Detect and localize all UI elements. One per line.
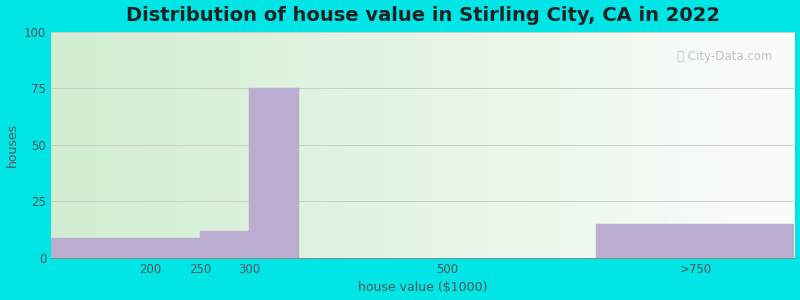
Bar xyxy=(596,224,794,258)
X-axis label: house value ($1000): house value ($1000) xyxy=(358,281,487,294)
Y-axis label: houses: houses xyxy=(6,123,18,167)
Text: ⓘ City-Data.com: ⓘ City-Data.com xyxy=(677,50,772,63)
Bar xyxy=(250,88,299,258)
Bar xyxy=(200,231,250,258)
Title: Distribution of house value in Stirling City, CA in 2022: Distribution of house value in Stirling … xyxy=(126,6,720,25)
Bar xyxy=(51,238,200,258)
